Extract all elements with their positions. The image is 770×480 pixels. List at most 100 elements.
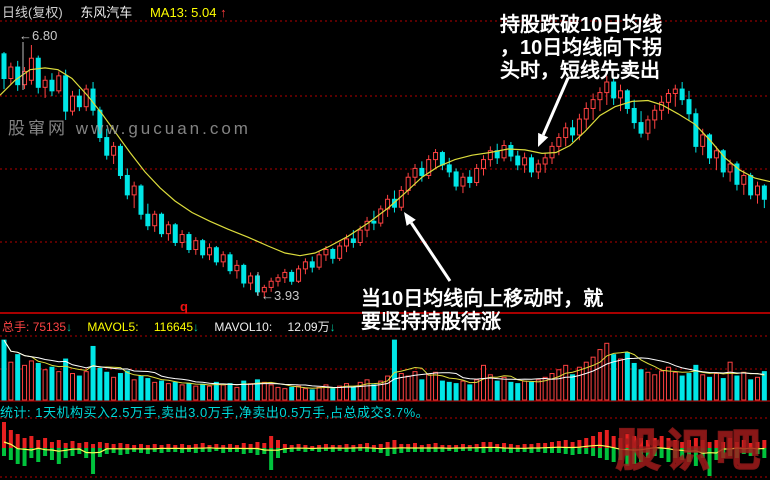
indicator-buy-bar	[104, 443, 109, 448]
volume-bar	[474, 379, 480, 401]
candle-body	[583, 107, 589, 120]
indicator-buy-bar	[604, 430, 609, 448]
indicator-sell-bar	[36, 448, 41, 462]
indicator-sell-bar	[550, 448, 554, 453]
candle-body	[357, 229, 363, 243]
candle-body	[131, 185, 137, 196]
volume-bar	[755, 376, 760, 401]
volume-bar	[707, 376, 713, 401]
indicator-sell-bar	[652, 448, 657, 456]
candle-body	[179, 234, 185, 243]
candle-body	[693, 113, 699, 147]
indicator-buy-bar	[440, 445, 445, 448]
indicator-sell-bar	[255, 448, 260, 455]
indicator-buy-bar	[385, 442, 390, 448]
volume-bar	[261, 381, 267, 401]
candle-body	[487, 150, 493, 161]
indicator-sell-bar	[748, 448, 753, 456]
indicator-buy-bar	[673, 440, 678, 448]
price-high-label: ←6.80	[19, 28, 58, 43]
candle-body	[467, 176, 473, 184]
candle-body	[63, 75, 69, 112]
candle-body	[234, 264, 240, 272]
indicator-sell-bar	[104, 448, 109, 454]
candle-body	[398, 189, 404, 208]
indicator-buy-bar	[652, 438, 657, 448]
indicator-buy-bar	[577, 440, 582, 448]
volume-bar	[200, 383, 206, 401]
volume-bar	[652, 374, 658, 401]
volume-bar	[207, 385, 212, 401]
candle-body	[323, 249, 329, 256]
candle-body	[378, 208, 384, 224]
indicator-sell-bar	[337, 448, 342, 451]
candle-body	[220, 254, 226, 263]
volume-bar	[583, 361, 589, 401]
volume-bar	[638, 369, 644, 401]
annotation-hold-line2: 要坚持持股待涨	[361, 311, 501, 333]
indicator-sell-bar	[508, 448, 513, 453]
indicator-buy-bar	[748, 443, 753, 448]
annotation-hold-rule: 当10日均线向上移动时，就 要坚持持股待涨	[361, 288, 603, 334]
candle-body	[734, 163, 740, 185]
volume-bar	[152, 381, 158, 401]
volume-bar	[522, 380, 528, 401]
indicator-sell-bar	[344, 448, 349, 452]
stock-name[interactable]: 东风汽车	[80, 5, 133, 20]
volume-bar	[467, 384, 473, 401]
indicator-buy-bar	[29, 436, 34, 448]
indicator-sell-bar	[186, 448, 191, 452]
indicator-sell-bar	[152, 448, 157, 452]
indicator-sell-bar	[91, 448, 96, 474]
indicator-sell-bar	[214, 448, 219, 451]
indicator-sell-bar	[467, 448, 472, 451]
indicator-sell-bar	[426, 448, 431, 452]
candle-body	[83, 88, 89, 108]
candle-body	[761, 185, 767, 200]
indicator-sell-bar	[180, 448, 185, 453]
volume-bar	[323, 384, 329, 401]
candle-body	[604, 81, 610, 94]
volume-bar	[412, 371, 418, 401]
annotation-sell-line2: ，10日均线向下拐	[500, 37, 663, 59]
candle-body	[460, 176, 466, 187]
indicator-buy-bar	[570, 442, 575, 448]
price-low-label: ←3.93	[261, 288, 300, 303]
indicator-buy-bar	[276, 440, 280, 448]
indicator-buy-bar	[645, 440, 650, 448]
indicator-sell-bar	[687, 448, 691, 462]
indicator-sell-bar	[460, 448, 465, 451]
mavol5-label: MAVOL5:	[87, 320, 139, 334]
volume-bar	[172, 381, 178, 401]
indicator-sell-bar	[734, 448, 739, 458]
indicator-buy-bar	[625, 434, 630, 448]
indicator-sell-bar	[632, 448, 637, 464]
ma13-value: MA13: 5.04	[149, 5, 217, 20]
indicator-sell-bar	[310, 448, 315, 451]
volume-bar	[734, 375, 740, 401]
total-hands-value: 75135	[32, 320, 67, 334]
indicator-sell-bar	[132, 448, 137, 452]
indicator-sell-bar	[454, 448, 459, 452]
indicator-sell-bar	[193, 448, 198, 453]
volume-bar	[35, 362, 41, 401]
indicator-sell-bar	[118, 448, 123, 455]
candle-body	[556, 137, 562, 147]
indicator-sell-bar	[440, 448, 445, 452]
indicator-buy-bar	[97, 442, 102, 448]
candle-body	[501, 144, 507, 159]
indicator-buy-bar	[125, 444, 130, 448]
candle-body	[645, 119, 651, 134]
volume-bar	[700, 374, 706, 401]
indicator-buy-bar	[639, 438, 644, 448]
candle-body	[707, 134, 713, 159]
volume-bar	[227, 383, 233, 401]
indicator-buy-bar	[207, 445, 212, 448]
total-hands-label: 总手:	[2, 320, 30, 334]
indicator-buy-bar	[693, 438, 698, 448]
volume-bar	[76, 375, 82, 401]
volume-bar	[344, 383, 349, 401]
indicator-buy-bar	[351, 445, 356, 448]
chart-period-label[interactable]: 日线(复权)	[2, 5, 63, 20]
